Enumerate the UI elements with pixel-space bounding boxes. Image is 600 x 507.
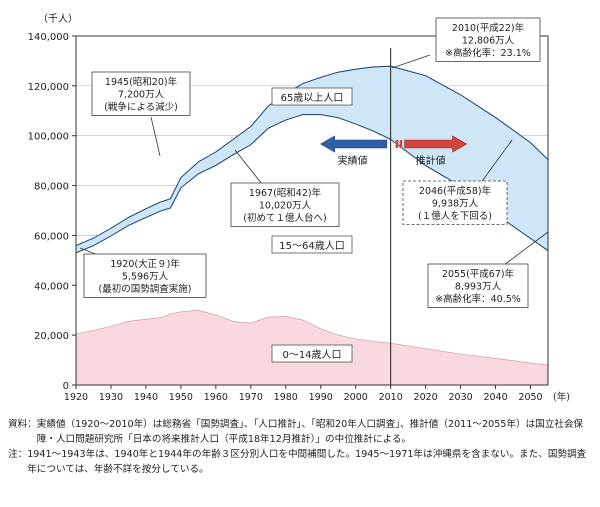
callout-box [402, 180, 508, 225]
y-tick-label: 100,000 [28, 132, 69, 143]
callout-text: 7,200万人 [118, 90, 165, 101]
callout-box [83, 253, 207, 298]
y-unit-label: （千人） [38, 13, 78, 25]
chart-notes: 資料： 実績値（1920～2010年）は総務省「国勢調査」、「人口推計」、「昭和… [8, 417, 594, 477]
callout-box [435, 17, 541, 62]
elderly-series-label-box [271, 87, 353, 106]
plot-frame [75, 35, 549, 386]
y-tick-label: 0 [63, 381, 69, 392]
x-tick-label: 2000 [344, 392, 368, 403]
young-series-label-box [271, 344, 353, 363]
footnote-label: 注： [8, 449, 28, 460]
callout-text: 5,596万人 [122, 272, 169, 283]
callout-text: (最初の国勢調査実施) [99, 283, 192, 295]
callout-text: 2010(平成22)年 [452, 22, 525, 34]
callout-pointer [391, 54, 431, 69]
working-top-line [75, 113, 549, 254]
x-tick-label: 2010 [379, 392, 403, 403]
projected-arrow-tick [395, 140, 399, 148]
x-tick-label: 1950 [169, 392, 193, 403]
callout-pointer [479, 139, 513, 185]
actual-label: 実績値 [338, 154, 368, 167]
projected-arrow-tick [399, 140, 403, 148]
footnote: 注： 1941～1943年は、1940年と1944年の年齢３区分別人口を中間補間… [8, 447, 594, 477]
y-tick-label: 60,000 [34, 231, 69, 242]
young-series-label: 0～14歳人口 [282, 349, 341, 361]
working-series-label: 15～64歳人口 [279, 240, 344, 252]
footnote-text: 1941～1943年は、1940年と1944年の年齢３区分別人口を中間補間した。… [27, 449, 587, 475]
callout-text: 2055(平成67)年 [442, 268, 515, 280]
callout-text: 1920(大正９)年 [110, 258, 180, 270]
axes: 0 20,000 40,000 60,000 80,000 100,000 120,000 1… [28, 13, 570, 403]
projected-label: 推計値 [416, 154, 446, 167]
callout-text: 9,938万人 [432, 199, 479, 210]
series-labels: 65歳以上人口 15～64歳人口 0～14歳人口 [271, 87, 353, 363]
y-tick-label: 80,000 [34, 182, 69, 193]
callout-box [427, 263, 529, 308]
source-note-text: 実績値（1920～2010年）は総務省「国勢調査」、「人口推計」、「昭和20年人… [36, 419, 584, 445]
x-tick-label: 1990 [309, 392, 333, 403]
x-tick-label: 2040 [483, 392, 507, 403]
callout-pointer [499, 231, 549, 269]
callout-pointer [150, 116, 161, 157]
actual-arrow [320, 135, 387, 153]
callout-box [91, 71, 191, 116]
x-tick-label: 1930 [99, 392, 123, 403]
x-tick-label: 2020 [414, 392, 438, 403]
x-tick-label: 2030 [448, 392, 472, 403]
projected-arrow [404, 135, 468, 153]
young-top-line [75, 309, 549, 366]
callout-text: 1967(昭和42)年 [249, 187, 322, 199]
callout-box [230, 182, 340, 227]
y-tick-label: 40,000 [34, 281, 69, 292]
callout-pointer [234, 149, 263, 185]
x-tick-label: 1920 [64, 392, 88, 403]
x-tick-label: 2050 [518, 392, 542, 403]
callout-text: 8,993万人 [455, 282, 502, 293]
callout-text: 12,806万人 [462, 36, 515, 47]
y-tick-label: 120,000 [28, 82, 69, 93]
callout-text: ※高齢化率：23.1% [445, 47, 531, 59]
callout-text: (戦争による減少) [104, 101, 178, 113]
elderly-area [76, 66, 548, 253]
population-chart: 0 20,000 40,000 60,000 80,000 100,000 120,000 1… [28, 13, 570, 403]
y-tick-label: 20,000 [34, 331, 69, 342]
actual-projected-arrows: 実績値 推計値 [320, 135, 468, 167]
callout-text: (初めて１億人台へ) [243, 212, 326, 224]
source-note: 資料： 実績値（1920～2010年）は総務省「国勢調査」、「人口推計」、「昭和… [8, 417, 594, 447]
callout-text: (１億人を下回る) [418, 210, 492, 222]
y-tick-label: 140,000 [28, 32, 69, 43]
total-line [75, 65, 549, 247]
x-tick-label: 1960 [204, 392, 228, 403]
callout-text: 1945(昭和20)年 [105, 76, 178, 88]
callout-text: 2046(平成58)年 [419, 185, 492, 197]
callout-text: ※高齢化率：40.5% [435, 293, 521, 305]
x-tick-label: 1980 [274, 392, 298, 403]
x-tick-label: 1970 [239, 392, 263, 403]
working-series-label-box [271, 235, 353, 254]
callouts: 2010(平成22)年 12,806万人※高齢化率：23.1% 1945(昭和20)… [79, 17, 549, 308]
x-tick-label: 1940 [134, 392, 158, 403]
elderly-series-label: 65歳以上人口 [281, 92, 344, 104]
x-unit-label: (年) [553, 391, 570, 403]
source-note-label: 資料： [8, 419, 37, 430]
callout-text: 10,020万人 [259, 201, 312, 212]
